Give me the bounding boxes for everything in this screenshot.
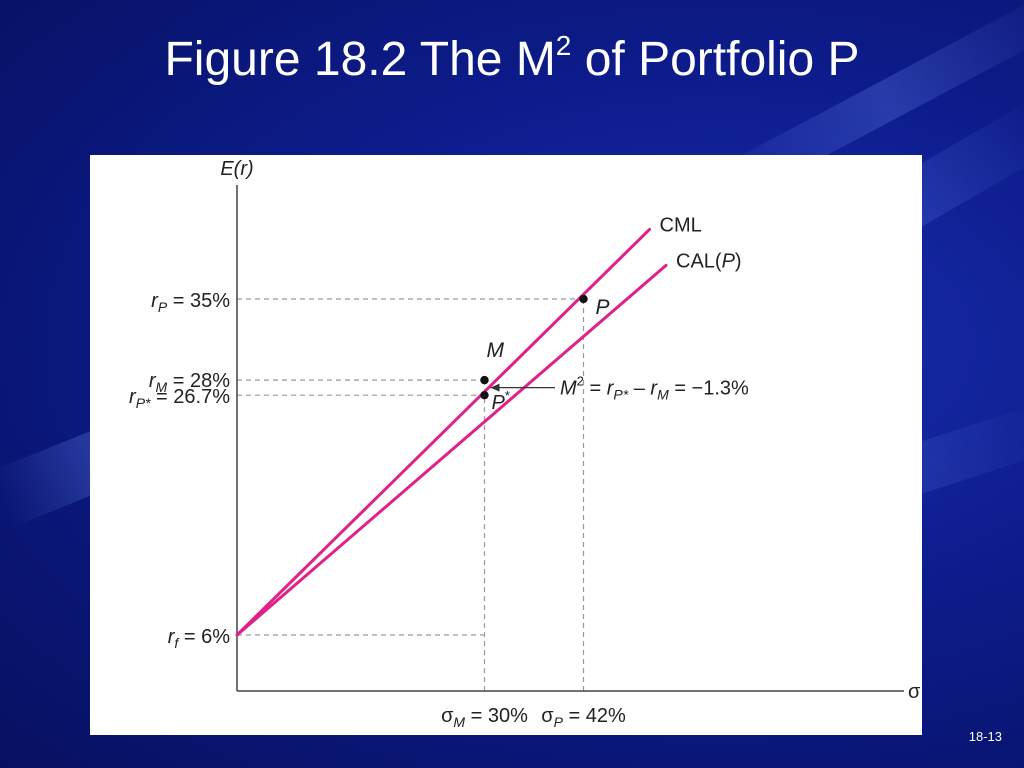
series-line-calp <box>235 263 668 637</box>
y-label-rp-star: rP* = 26.7% <box>129 386 230 411</box>
annotation-arrowhead <box>490 383 500 392</box>
series-label-cal: CAL(P) <box>676 250 742 272</box>
y-label-rf: rf = 6% <box>168 626 230 651</box>
point-p-star <box>480 390 489 400</box>
y-label-rp: rP = 35% <box>151 290 230 315</box>
chart-svg: E(r) σ CML CAL(P) M P* PrP = 35% rM = 28%rP* = … <box>129 158 921 730</box>
annotation-m-squared: M2 = rP* – rM = −1.3% <box>560 374 749 403</box>
title-prefix: Figure 18.2 The M <box>164 33 556 86</box>
point-label-m: M <box>487 339 505 362</box>
y-label-rm: rM = 28% <box>149 370 230 395</box>
point-p <box>579 294 588 304</box>
point-label-p-star: P* <box>492 388 510 414</box>
series-line-cml <box>235 227 651 637</box>
point-label-p: P <box>596 296 610 319</box>
x-label-sigma-m: σM = 30% <box>441 705 528 730</box>
x-label-sigma-p: σP = 42% <box>541 705 626 730</box>
x-axis-title: σ <box>908 681 921 703</box>
title-superscript: 2 <box>555 30 572 61</box>
slide-number: 18-13 <box>968 729 1002 744</box>
title-suffix: of Portfolio P <box>571 33 860 86</box>
slide-title: Figure 18.2 The M2 of Portfolio P <box>0 32 1024 86</box>
point-m <box>480 375 489 385</box>
series-label-cml: CML <box>660 214 702 236</box>
y-axis-title: E(r) <box>220 158 253 180</box>
